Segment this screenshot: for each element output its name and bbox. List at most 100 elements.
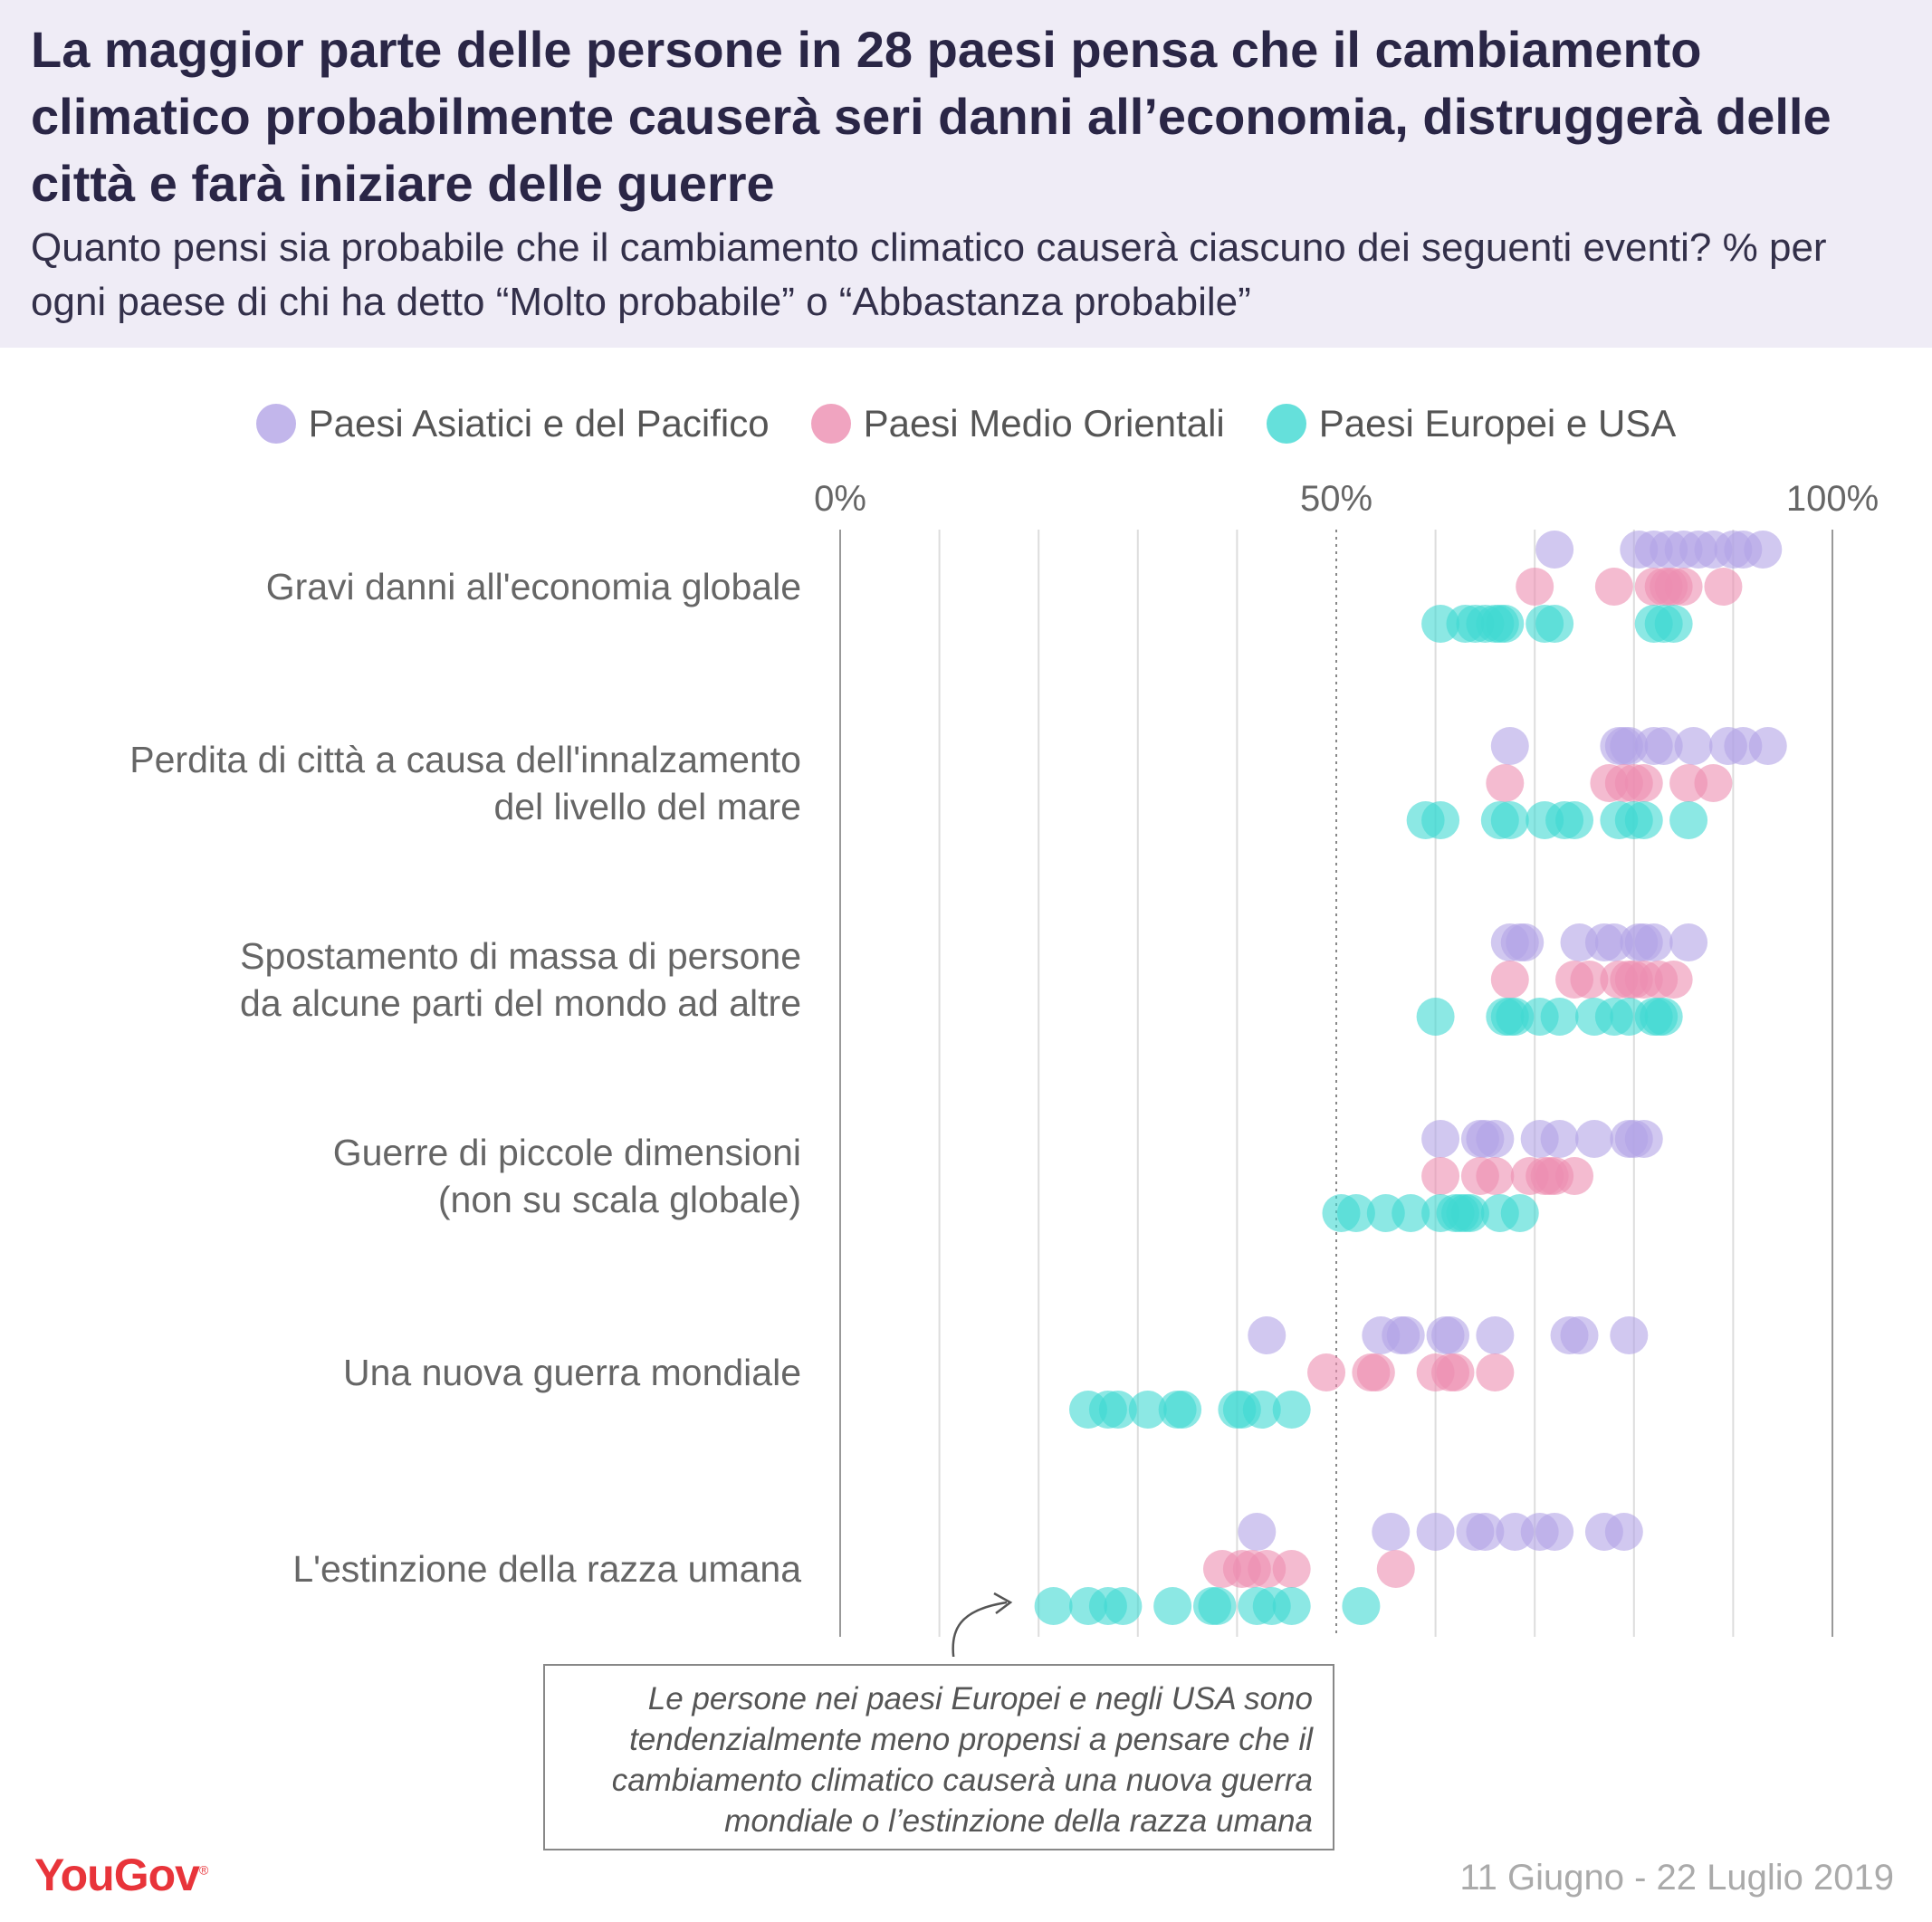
x-tick-label: 0% [814, 479, 866, 519]
category-label: Gravi danni all'economia globale [266, 566, 801, 607]
data-point [1034, 1587, 1073, 1625]
dot-plot: 0% 50% 100% Gravi danni all'economia global… [129, 479, 1879, 1657]
data-point [1535, 1513, 1574, 1551]
data-point [1242, 1391, 1281, 1429]
category-label: Una nuova guerra mondiale [343, 1352, 801, 1393]
legend-swatch-asia-pacific [255, 404, 296, 444]
data-point [1540, 1120, 1579, 1158]
data-point [1490, 801, 1529, 839]
legend-label-europe-usa: Paesi Europei e USA [1318, 402, 1677, 445]
data-point [1654, 961, 1693, 999]
category-label: Perdita di città a causa dell'innalzamen… [129, 739, 801, 780]
category-label: Spostamento di massa di persone [240, 935, 801, 977]
data-point [1421, 801, 1460, 839]
data-point [1466, 1513, 1505, 1551]
legend-label-asia-pacific: Paesi Asiatici e del Pacifico [308, 402, 770, 445]
data-point [1163, 1391, 1202, 1429]
legend-swatch-middle-east [810, 404, 851, 444]
data-point [1248, 1316, 1286, 1354]
data-point [1421, 1120, 1460, 1158]
data-point [1669, 923, 1708, 961]
data-point [1560, 1316, 1599, 1354]
category-label: del livello del mare [493, 786, 801, 827]
data-point [1476, 1157, 1515, 1195]
data-point [1744, 531, 1783, 569]
data-point [1272, 1587, 1311, 1625]
data-point [1490, 961, 1529, 999]
data-point [1506, 923, 1545, 961]
legend-item-europe-usa: Paesi Europei e USA [1266, 402, 1677, 445]
data-point [1392, 1194, 1430, 1232]
date-range: 11 Giugno - 22 Luglio 2019 [1459, 1858, 1894, 1898]
category-label: L'estinzione della razza umana [292, 1548, 801, 1590]
data-point [1555, 801, 1594, 839]
legend-item-middle-east: Paesi Medio Orientali [810, 402, 1225, 445]
data-point [1669, 801, 1708, 839]
x-tick-label: 100% [1786, 479, 1879, 519]
data-point [1356, 1353, 1395, 1391]
data-point [1574, 1120, 1613, 1158]
data-point [1624, 801, 1663, 839]
chart-title: La maggior parte delle persone in 28 pae… [31, 21, 1832, 212]
data-point [1376, 1550, 1415, 1588]
data-point [1153, 1587, 1192, 1625]
data-point [1654, 605, 1693, 643]
annotation-box: Le persone nei paesi Europei e negli USA… [543, 1664, 1334, 1850]
data-point [1238, 1513, 1277, 1551]
data-point [1198, 1587, 1237, 1625]
data-point [1431, 1316, 1470, 1354]
annotation-arrow [952, 1601, 1008, 1657]
data-point [1748, 727, 1787, 765]
data-point [1694, 764, 1733, 802]
data-point [1486, 605, 1525, 643]
data-point [1604, 1513, 1643, 1551]
logo-registered-mark: ® [198, 1862, 208, 1878]
data-point [1128, 1391, 1167, 1429]
data-point [1098, 1391, 1137, 1429]
data-point [1416, 998, 1455, 1036]
data-point [1416, 1513, 1455, 1551]
legend-item-asia-pacific: Paesi Asiatici e del Pacifico [255, 402, 770, 445]
data-point [1486, 764, 1525, 802]
data-point [1476, 1120, 1515, 1158]
data-point [1594, 568, 1633, 606]
data-point [1450, 1194, 1489, 1232]
data-point [1476, 1353, 1515, 1391]
data-point [1624, 764, 1663, 802]
logo-text: YouGov [34, 1850, 200, 1900]
data-point [1307, 1353, 1346, 1391]
data-point [1634, 923, 1673, 961]
data-point [1272, 1391, 1311, 1429]
data-point [1342, 1587, 1381, 1625]
data-point [1664, 568, 1703, 606]
data-point [1500, 1194, 1539, 1232]
annotation-arrowhead [993, 1592, 1013, 1614]
category-label: da alcune parti del mondo ad altre [240, 982, 801, 1024]
data-point [1704, 568, 1743, 606]
legend: Paesi Asiatici e del Pacifico Paesi Medi… [0, 397, 1932, 451]
data-point [1336, 1194, 1375, 1232]
data-point [1476, 1316, 1515, 1354]
data-point [1540, 998, 1579, 1036]
data-point [1490, 727, 1529, 765]
data-point [1610, 1316, 1649, 1354]
data-point [1535, 605, 1574, 643]
yougov-logo: YouGov® [34, 1849, 208, 1901]
data-point [1516, 568, 1554, 606]
data-point [1421, 1157, 1460, 1195]
legend-label-middle-east: Paesi Medio Orientali [863, 402, 1225, 445]
legend-swatch-europe-usa [1266, 404, 1306, 444]
category-label: (non su scala globale) [438, 1179, 801, 1220]
x-tick-label: 50% [1300, 479, 1372, 519]
data-point [1570, 961, 1609, 999]
data-point [1386, 1316, 1425, 1354]
header-band: La maggior parte delle persone in 28 pae… [0, 0, 1932, 348]
data-point [1535, 531, 1574, 569]
data-point [1372, 1513, 1411, 1551]
data-point [1436, 1353, 1475, 1391]
data-point [1624, 1120, 1663, 1158]
data-point [1644, 727, 1683, 765]
data-point [1272, 1550, 1311, 1588]
data-point [1674, 727, 1713, 765]
data-point [1644, 998, 1683, 1036]
